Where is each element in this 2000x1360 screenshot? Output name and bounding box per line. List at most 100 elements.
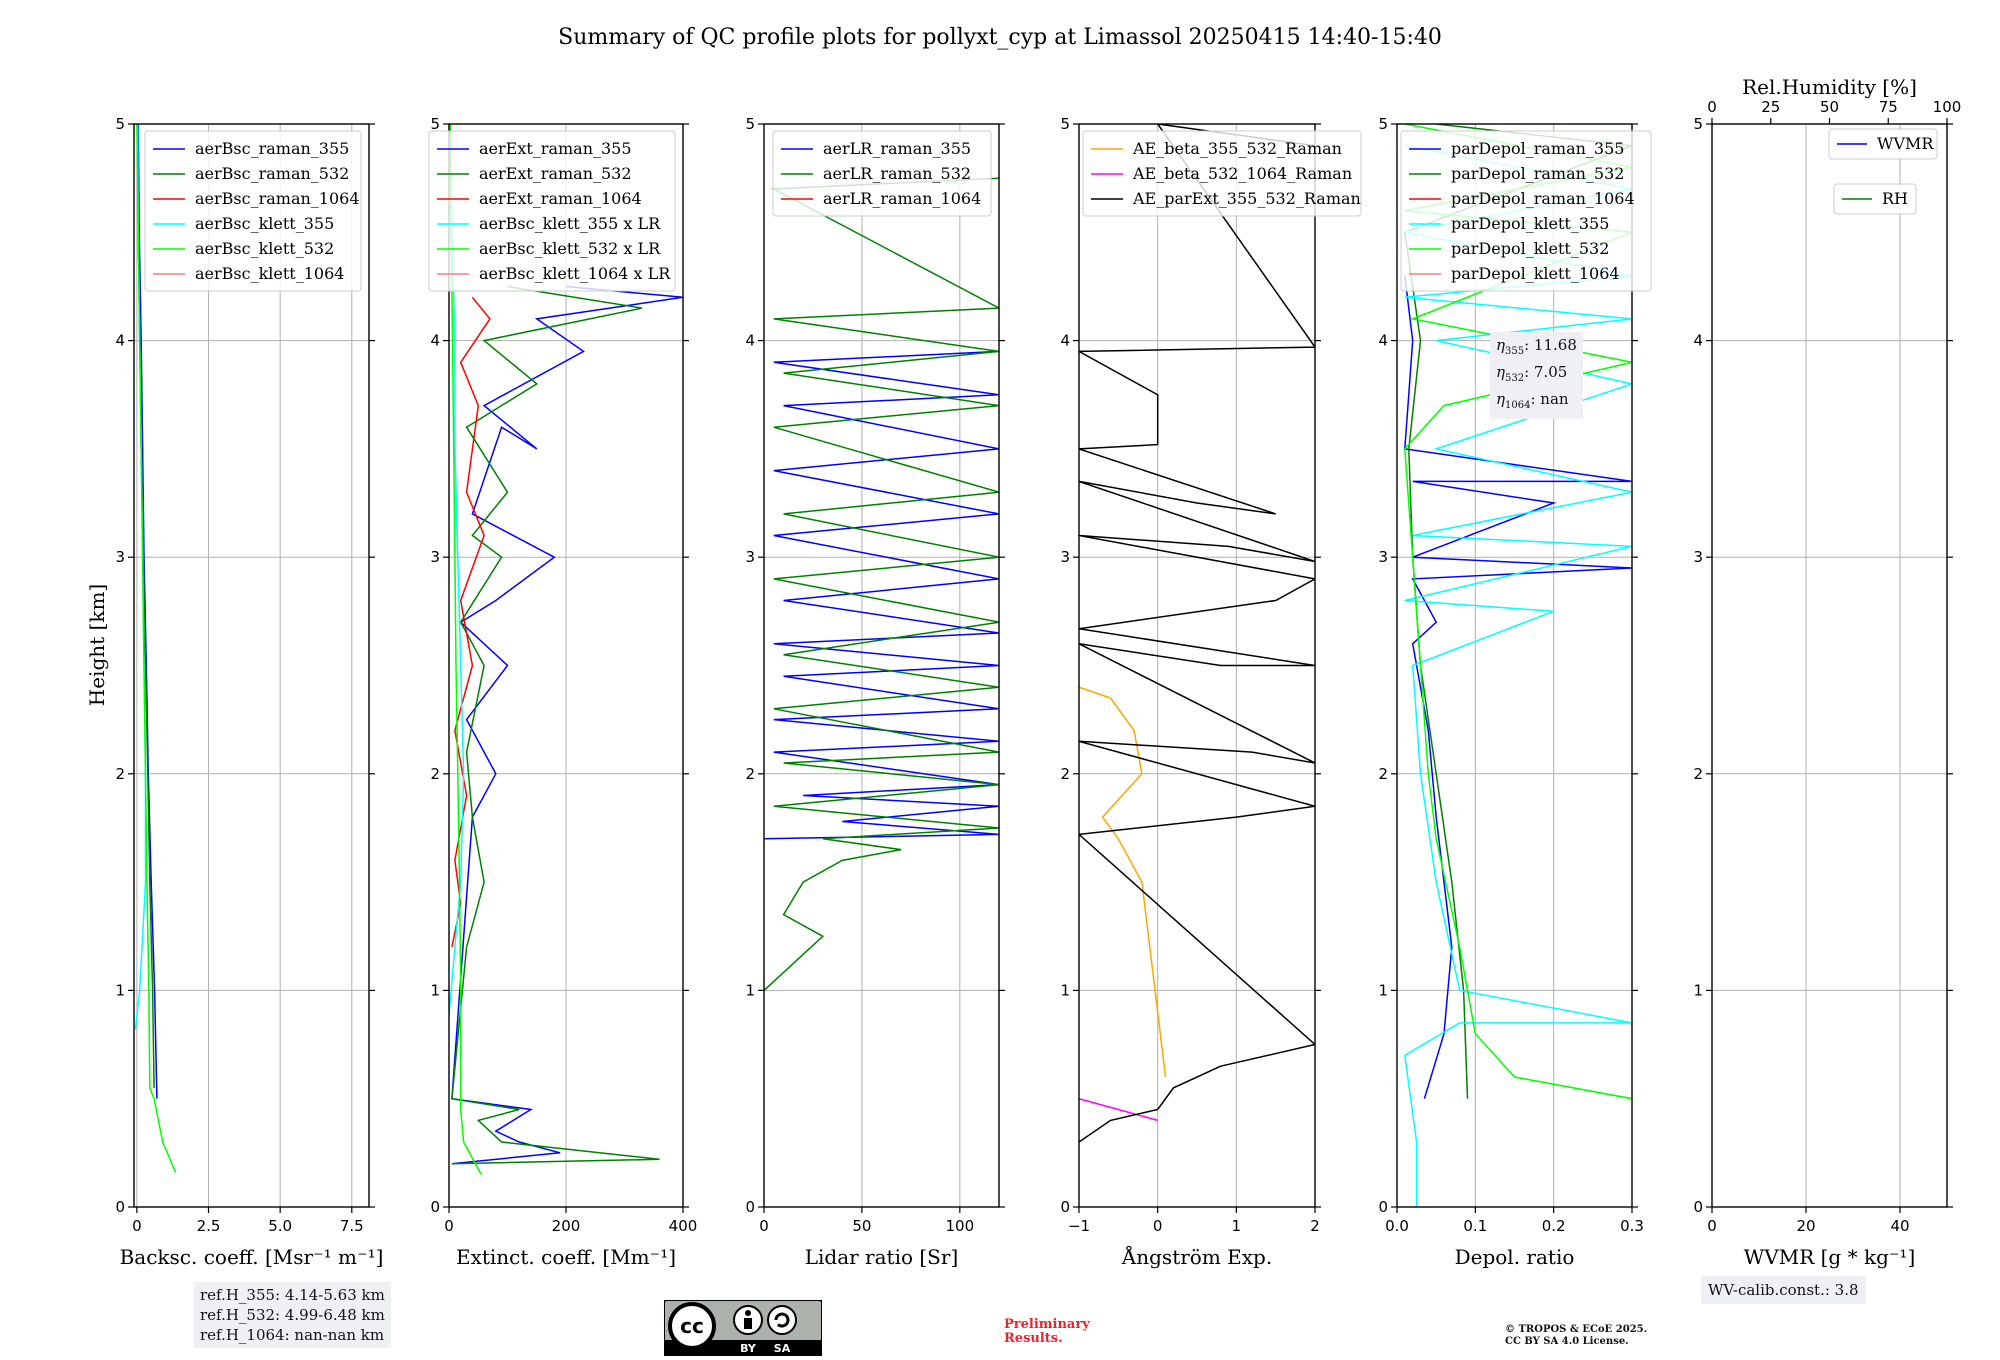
x-tick-label: 0.3 xyxy=(1620,1217,1644,1235)
legend-entry: parDepol_klett_532 xyxy=(1451,239,1609,258)
y-tick-label: 3 xyxy=(1060,548,1070,566)
y-tick-label: 4 xyxy=(430,332,440,350)
reference-height-box: ref.H_355: 4.14-5.63 km ref.H_532: 4.99-… xyxy=(194,1282,391,1348)
wv-calibration-box: WV-calib.const.: 3.8 xyxy=(1701,1276,1866,1304)
series-aerBsc_raman_355 xyxy=(137,124,158,1099)
y-tick-label: 5 xyxy=(430,115,440,133)
x-axis-label: Lidar ratio [Sr] xyxy=(805,1245,959,1269)
top-x-axis-label: Rel.Humidity [%] xyxy=(1742,75,1917,99)
series-AE_beta_532_1064_Raman xyxy=(1079,1097,1158,1122)
x-tick-label: 20 xyxy=(1796,1217,1815,1235)
y-tick-label: 3 xyxy=(1693,548,1703,566)
x-tick-label: 7.5 xyxy=(340,1217,364,1235)
series-aerExt_raman_532 xyxy=(451,285,660,1165)
panel-ext: 0 1 2 3 4 5 0 200 400 Extinct. coeff. [Mm⁻¹] aerEx… xyxy=(428,115,697,1269)
legend-entry: parDepol_raman_1064 xyxy=(1451,189,1635,208)
series-parDepol_raman_355 xyxy=(1404,275,1632,1099)
y-tick-label: 0 xyxy=(1060,1198,1070,1216)
legend-entry: AE_beta_355_532_Raman xyxy=(1132,139,1342,158)
x-axis-label: Extinct. coeff. [Mm⁻¹] xyxy=(456,1245,676,1269)
panel-depol: 0 1 2 3 4 5 0.0 0.1 0.2 0.3 Depol. ratio parDepol_r… xyxy=(1378,115,1652,1269)
legend-box xyxy=(772,130,992,217)
legend-entry: aerBsc_klett_355 x LR xyxy=(479,214,661,233)
legend-entry: aerBsc_klett_1064 xyxy=(195,264,344,283)
top-x-tick-label: 0 xyxy=(1707,98,1717,116)
y-tick-label: 0 xyxy=(1378,1198,1388,1216)
series-aerExt_raman_355 xyxy=(451,285,683,1165)
y-tick-label: 1 xyxy=(1060,981,1070,999)
y-tick-label: 3 xyxy=(430,548,440,566)
y-axis-label: Height [km] xyxy=(85,584,109,706)
x-axis-label: Backsc. coeff. [Msr⁻¹ m⁻¹] xyxy=(120,1245,384,1269)
series-aerBsc_klett_532 xyxy=(136,124,177,1173)
figure-title: Summary of QC profile plots for pollyxt_… xyxy=(558,25,1442,50)
y-tick-label: 0 xyxy=(745,1198,755,1216)
refh-355: ref.H_355: 4.14-5.63 km xyxy=(200,1286,385,1304)
by-label: BY xyxy=(740,1342,757,1355)
legend-box xyxy=(1082,130,1362,217)
y-tick-label: 1 xyxy=(115,981,125,999)
y-tick-label: 1 xyxy=(1378,981,1388,999)
x-tick-label: 0.1 xyxy=(1463,1217,1487,1235)
depol-eta-box: η355: 11.68 η532: 7.05 η1064: nan xyxy=(1490,332,1583,419)
x-axis-label: WVMR [g * kg⁻¹] xyxy=(1744,1245,1916,1269)
legend-entry: aerLR_raman_355 xyxy=(823,139,971,158)
axes-frame xyxy=(1711,123,1948,1208)
panel-bsc: 0 1 2 3 4 5 0 2.5 5.0 7.5 Backsc. coeff. [Msr⁻¹ m⁻… xyxy=(115,115,383,1269)
y-tick-label: 2 xyxy=(1693,765,1703,783)
axes-frame xyxy=(1078,123,1316,1208)
legend-entry: parDepol_raman_355 xyxy=(1451,139,1624,158)
legend-entry: parDepol_raman_532 xyxy=(1451,164,1624,183)
x-axis-label: Depol. ratio xyxy=(1455,1245,1575,1269)
y-tick-label: 2 xyxy=(1378,765,1388,783)
y-tick-label: 0 xyxy=(430,1198,440,1216)
eta-355: η355: 11.68 xyxy=(1496,336,1577,357)
cc-by-sa-badge: cc BY SA xyxy=(664,1300,822,1356)
y-tick-label: 1 xyxy=(1693,981,1703,999)
refh-1064: ref.H_1064: nan-nan km xyxy=(200,1326,385,1344)
series-aerBsc_klett_532 x LR xyxy=(449,124,482,1175)
y-tick-label: 2 xyxy=(115,765,125,783)
refh-532: ref.H_532: 4.99-6.48 km xyxy=(200,1306,385,1324)
x-tick-label: 0 xyxy=(444,1217,454,1235)
x-tick-label: 40 xyxy=(1890,1217,1909,1235)
series-AE_beta_355_532_Raman xyxy=(1079,686,1167,1078)
axes-frame xyxy=(1396,123,1633,1208)
copyright-note: © TROPOS & ECoE 2025. CC BY SA 4.0 Licen… xyxy=(1505,1324,1648,1347)
legend-entry: aerBsc_raman_532 xyxy=(195,164,349,183)
series-AE_parExt_355_532_Raman xyxy=(1079,124,1315,1143)
legend-entry: aerExt_raman_1064 xyxy=(479,189,642,208)
x-tick-label: 200 xyxy=(552,1217,581,1235)
series-aerExt_raman_1064 xyxy=(451,296,491,948)
y-tick-label: 4 xyxy=(115,332,125,350)
legend-entry: aerExt_raman_532 xyxy=(479,164,632,183)
legend-entry: AE_beta_532_1064_Raman xyxy=(1132,164,1352,183)
y-tick-label: 3 xyxy=(115,548,125,566)
x-tick-label: −1 xyxy=(1068,1217,1090,1235)
series-group xyxy=(449,124,683,1175)
y-tick-label: 2 xyxy=(1060,765,1070,783)
x-tick-label: 0.2 xyxy=(1542,1217,1566,1235)
legend-entry: aerExt_raman_355 xyxy=(479,139,632,158)
series-parDepol_klett_355 xyxy=(1403,144,1632,1207)
sa-label: SA xyxy=(774,1342,791,1355)
legend-entry: aerBsc_klett_532 x LR xyxy=(479,239,661,258)
preliminary-note: Preliminary Results. xyxy=(1004,1317,1090,1346)
y-tick-label: 4 xyxy=(1693,332,1703,350)
axes-frame xyxy=(763,123,1000,1208)
x-tick-label: 0 xyxy=(132,1217,142,1235)
y-tick-label: 0 xyxy=(115,1198,125,1216)
legend-entry: aerBsc_klett_1064 x LR xyxy=(479,264,671,283)
legend-entry: aerLR_raman_1064 xyxy=(823,189,981,208)
y-tick-label: 0 xyxy=(1693,1198,1703,1216)
x-tick-label: 0 xyxy=(759,1217,769,1235)
legend-entry: RH xyxy=(1882,189,1908,208)
legend-entry: aerLR_raman_532 xyxy=(823,164,971,183)
y-tick-label: 4 xyxy=(1060,332,1070,350)
top-x-tick-label: 100 xyxy=(1933,98,1962,116)
x-tick-label: 0 xyxy=(1153,1217,1163,1235)
legend-box xyxy=(428,130,676,292)
y-tick-label: 1 xyxy=(745,981,755,999)
